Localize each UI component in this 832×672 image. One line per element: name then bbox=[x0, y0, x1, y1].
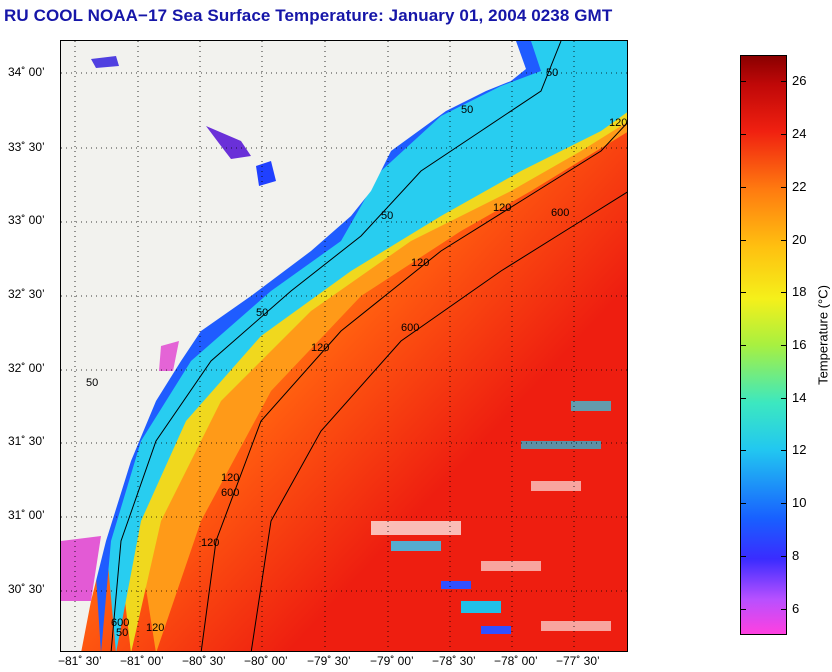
contour-label: 120 bbox=[411, 257, 429, 269]
temperature-colorbar bbox=[740, 55, 787, 635]
colorbar-tick-mark bbox=[781, 608, 787, 610]
lat-tick-label: 34˚ 00’ bbox=[8, 65, 45, 79]
contour-label: 120 bbox=[201, 537, 219, 549]
lat-tick-label: 31˚ 30’ bbox=[8, 434, 45, 448]
isobath-600 bbox=[250, 191, 627, 651]
contour-label: 600 bbox=[401, 322, 419, 334]
colorbar-tick-mark bbox=[781, 450, 787, 452]
colorbar-tick-label: 6 bbox=[792, 600, 800, 616]
lon-tick-label: −81˚ 30’ bbox=[58, 654, 102, 668]
colorbar-tick-label: 20 bbox=[792, 231, 807, 247]
lon-tick-label: −79˚ 30’ bbox=[307, 654, 351, 668]
colorbar-tick-label: 24 bbox=[792, 126, 807, 142]
land bbox=[61, 41, 526, 651]
coastal-marsh bbox=[159, 341, 179, 371]
lon-tick-label: −78˚ 30’ bbox=[432, 654, 476, 668]
contour-label: 50 bbox=[86, 377, 98, 389]
colorbar-tick-label: 10 bbox=[792, 495, 807, 511]
colorbar-label: Temperature (°C) bbox=[815, 285, 831, 385]
colorbar-tick-mark bbox=[740, 555, 746, 557]
contour-label: 50 bbox=[381, 210, 393, 222]
contour-label: 50 bbox=[256, 307, 268, 319]
inland-lake bbox=[256, 161, 276, 186]
lon-tick-label: −77˚ 30’ bbox=[556, 654, 600, 668]
colorbar-tick-label: 12 bbox=[792, 442, 807, 458]
lat-tick-label: 31˚ 00’ bbox=[8, 508, 45, 522]
lat-lon-grid bbox=[61, 41, 627, 651]
lon-tick-label: −78˚ 00’ bbox=[494, 654, 538, 668]
colorbar-tick-mark bbox=[740, 608, 746, 610]
coastal-marsh bbox=[61, 536, 101, 601]
map-title: RU COOL NOAA−17 Sea Surface Temperature:… bbox=[4, 6, 613, 25]
contour-labels: 50 50 50 50 50 50 120 120 120 120 120 120 120 600 600 6… bbox=[86, 67, 627, 639]
colorbar-tick-label: 26 bbox=[792, 73, 807, 89]
contour-label: 50 bbox=[116, 627, 128, 639]
colorbar-tick-mark bbox=[781, 397, 787, 399]
colorbar-tick-label: 22 bbox=[792, 178, 807, 194]
colorbar-tick-mark bbox=[781, 239, 787, 241]
colorbar-tick-mark bbox=[740, 186, 746, 188]
contour-label: 120 bbox=[311, 342, 329, 354]
colorbar-tick-mark bbox=[740, 292, 746, 294]
contour-label: 50 bbox=[461, 104, 473, 116]
lon-tick-label: −80˚ 00’ bbox=[244, 654, 288, 668]
contour-label: 120 bbox=[609, 117, 627, 129]
colorbar-tick-label: 14 bbox=[792, 389, 807, 405]
contour-label: 600 bbox=[221, 487, 239, 499]
inland-lake bbox=[206, 126, 251, 159]
colorbar-tick-mark bbox=[781, 292, 787, 294]
lat-tick-label: 33˚ 00’ bbox=[8, 213, 45, 227]
lon-tick-label: −79˚ 00’ bbox=[370, 654, 414, 668]
lon-tick-label: −81˚ 00’ bbox=[120, 654, 164, 668]
cloud-speckle bbox=[371, 401, 611, 634]
lat-tick-label: 33˚ 30’ bbox=[8, 140, 45, 154]
lat-tick-label: 32˚ 00’ bbox=[8, 361, 45, 375]
colorbar-tick-mark bbox=[740, 450, 746, 452]
colorbar-tick-mark bbox=[781, 81, 787, 83]
colorbar-tick-label: 16 bbox=[792, 337, 807, 352]
contour-label: 120 bbox=[493, 202, 511, 214]
colorbar-tick-label: 8 bbox=[792, 547, 800, 563]
colorbar-tick-mark bbox=[740, 345, 746, 346]
colorbar-tick-mark bbox=[781, 186, 787, 188]
lat-tick-label: 32˚ 30’ bbox=[8, 287, 45, 301]
colorbar-tick-mark bbox=[740, 239, 746, 241]
contour-label: 50 bbox=[546, 67, 558, 79]
contour-label: 120 bbox=[146, 622, 164, 634]
sst-map: 50 50 50 50 50 50 120 120 120 120 120 120 120 600 600 6… bbox=[60, 40, 628, 652]
colorbar-tick-mark bbox=[781, 503, 787, 505]
contour-label: 600 bbox=[111, 617, 129, 629]
isobath-120 bbox=[200, 122, 627, 651]
colorbar-tick-mark bbox=[781, 345, 787, 346]
colorbar-tick-label: 18 bbox=[792, 284, 807, 300]
colorbar-tick-mark bbox=[740, 503, 746, 505]
contour-label: 600 bbox=[551, 207, 569, 219]
colorbar-tick-mark bbox=[781, 555, 787, 557]
lat-tick-label: 30˚ 30’ bbox=[8, 582, 45, 596]
inland-lake bbox=[91, 56, 119, 68]
sst-map-canvas: 50 50 50 50 50 50 120 120 120 120 120 120 120 600 600 6… bbox=[61, 41, 627, 651]
lon-tick-label: −80˚ 30’ bbox=[182, 654, 226, 668]
colorbar-tick-mark bbox=[781, 134, 787, 136]
isobath-50 bbox=[110, 41, 562, 651]
colorbar-tick-mark bbox=[740, 397, 746, 399]
colorbar-tick-mark bbox=[740, 81, 746, 83]
contour-label: 120 bbox=[221, 472, 239, 484]
colorbar-tick-mark bbox=[740, 134, 746, 136]
